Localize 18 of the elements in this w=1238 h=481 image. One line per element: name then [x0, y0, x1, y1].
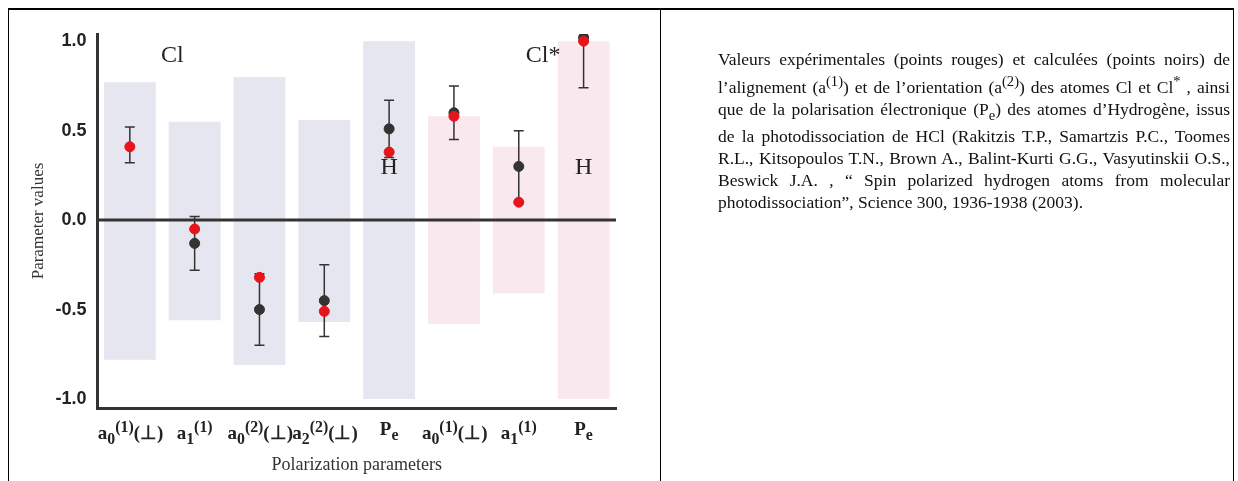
x-tick-label: a$_{0}$$^{(1)}$(⊥): [421, 418, 488, 449]
x-tick-label: a$_{0}$$^{(2)}$(⊥): [227, 418, 293, 449]
y-tick-label: 0.5: [61, 119, 87, 140]
text: Valeurs expérimentales (points rouges) et calculées (points noirs) de l’alignement (a$^{(1)}$) et de l’orientation (a$^{(2)}$) des atomes Cl et Cl$^{*}$ , ainsi que de la polarisation électronique (P$_{e}$) des atomes d’Hydrogène, issus de la photodissociation de HCl (Rakitzis T.P., Samartzis P.C., Toomes R.L., Kitsopoulos T.N., Brown A., Balint-Kurti G.G., Vasyutinskii O.S., Beswick J.A. , “ Spin polarized hydrogen atoms from molecular photodissociation”, Science 300, 1936-1938 (2003).: [718, 49, 1230, 213]
y-tick-label: -0.5: [55, 298, 87, 319]
annotation: Cl*: [524, 39, 562, 68]
annotation: H: [573, 152, 594, 181]
x-tick-label: a$_{2}$$^{(2)}$(⊥): [292, 418, 358, 449]
annotation: Cl: [159, 39, 185, 68]
x-axis-title: Polarization parameters: [270, 454, 443, 475]
x-tick-label: P$_{e}$: [378, 418, 400, 444]
y-axis-title: Parameter values: [27, 162, 47, 280]
y-tick-label: -1.0: [55, 388, 87, 409]
x-tick-label: P$_{e}$: [573, 418, 594, 444]
y-tick-label: 1.0: [61, 30, 87, 51]
annotation: H: [379, 152, 399, 181]
x-tick-label: a$_{0}$$^{(1)}$(⊥): [97, 418, 164, 449]
y-tick-label: 0.0: [61, 209, 87, 230]
